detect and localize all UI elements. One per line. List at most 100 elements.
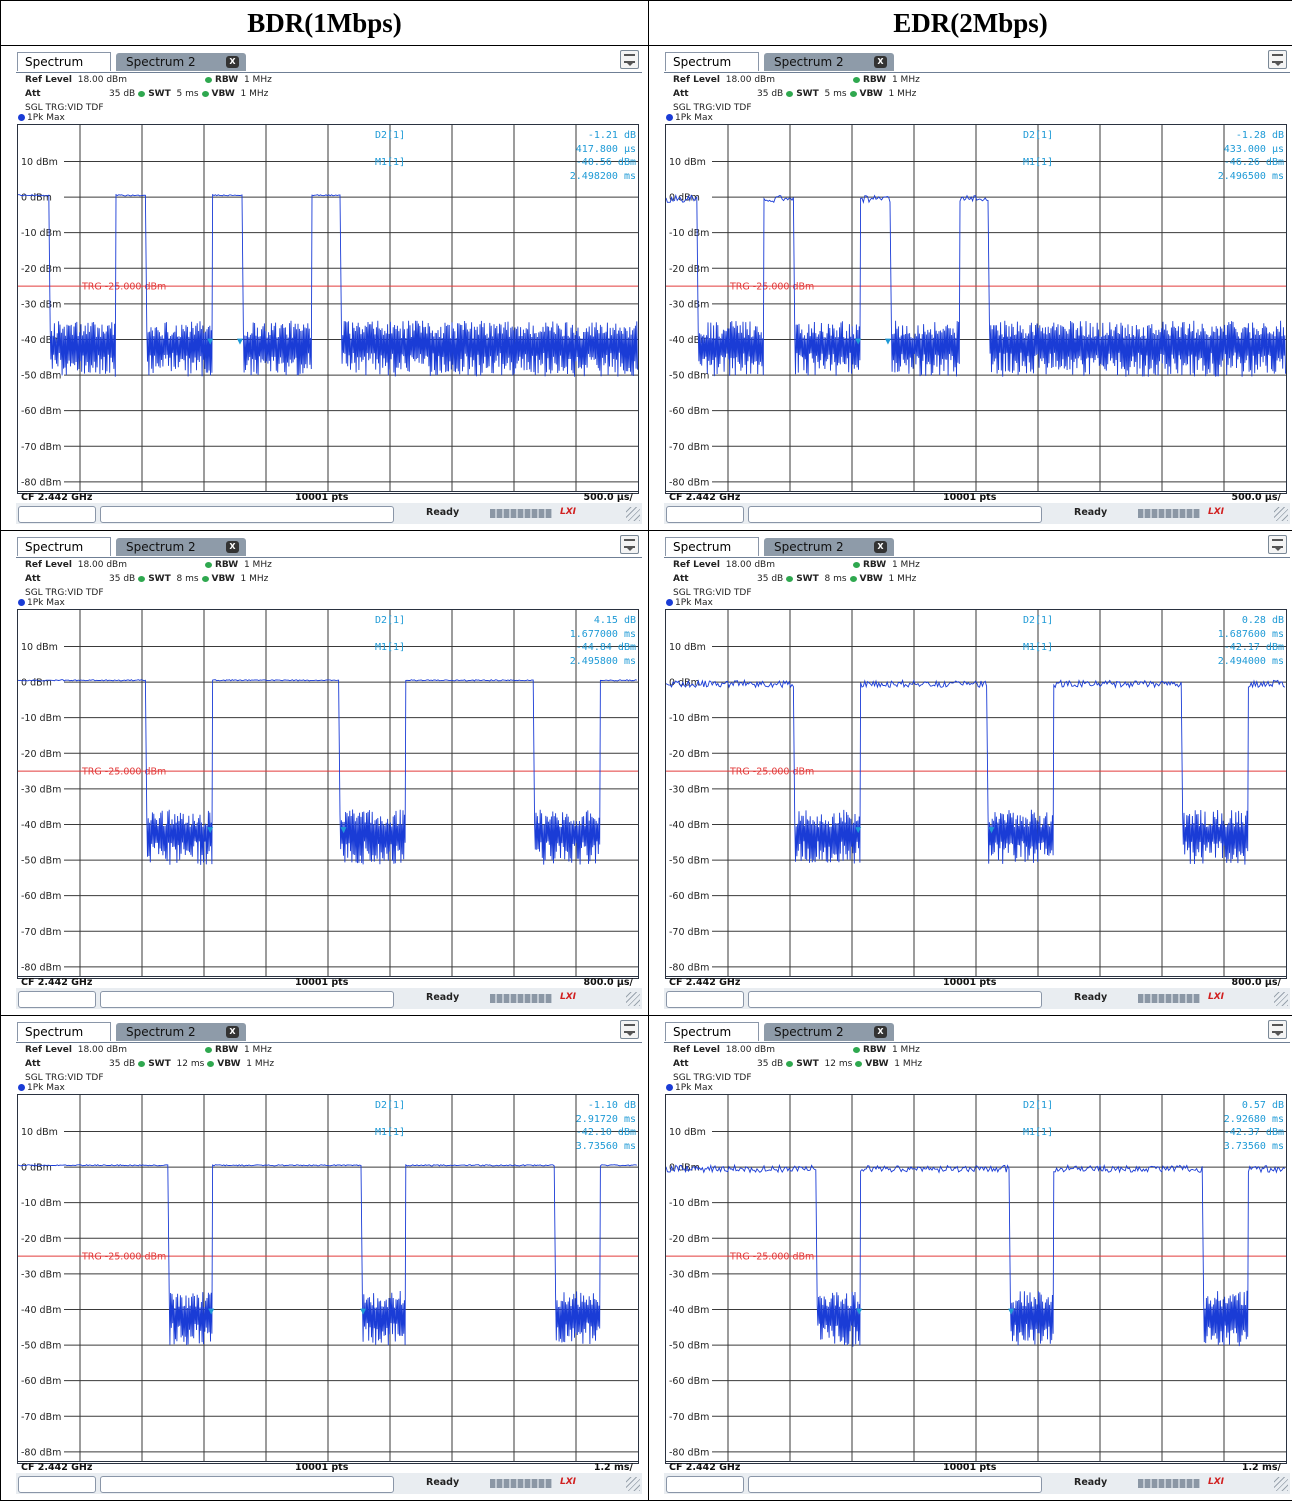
att-label: Att bbox=[673, 1059, 689, 1069]
ready-status: Ready bbox=[1074, 1477, 1107, 1488]
tab-spectrum[interactable]: Spectrum bbox=[665, 52, 759, 71]
menu-icon[interactable] bbox=[1268, 1020, 1287, 1039]
status-bar: Ready LXI bbox=[16, 503, 642, 524]
y-tick-label: -20 dBm bbox=[21, 264, 61, 275]
swt-label: SWT bbox=[148, 574, 171, 584]
resize-grip-icon[interactable] bbox=[1274, 992, 1288, 1006]
marker-m1-level: -42.37 dBm bbox=[1224, 1127, 1284, 1138]
att-label: Att bbox=[25, 574, 41, 584]
menu-icon[interactable] bbox=[620, 535, 639, 554]
y-tick-label: -70 dBm bbox=[669, 1412, 709, 1423]
sweep-points: 10001 pts bbox=[943, 492, 996, 503]
y-tick-label: -20 dBm bbox=[669, 264, 709, 275]
tab-spectrum[interactable]: Spectrum bbox=[665, 537, 759, 556]
close-icon[interactable]: X bbox=[226, 1026, 239, 1038]
marker-m1-time: 2.494000 ms bbox=[1218, 656, 1284, 667]
att-label: Att bbox=[25, 89, 41, 99]
y-tick-label: -10 dBm bbox=[669, 1198, 709, 1209]
sweep-points: 10001 pts bbox=[943, 1462, 996, 1473]
marker-m1-time: 3.73560 ms bbox=[576, 1141, 636, 1152]
tab-spectrum-2[interactable]: Spectrum 2 X bbox=[764, 1023, 894, 1041]
y-tick-label: -30 dBm bbox=[669, 1269, 709, 1280]
ref-level-label: Ref Level bbox=[25, 1045, 72, 1055]
y-tick-label: -20 dBm bbox=[669, 749, 709, 760]
close-icon[interactable]: X bbox=[874, 56, 887, 68]
column-header-edr: EDR(2Mbps) bbox=[649, 1, 1292, 46]
status-dot-icon bbox=[207, 1061, 214, 1067]
tab-spectrum-label: Spectrum bbox=[673, 55, 731, 69]
y-tick-label: -40 dBm bbox=[669, 1305, 709, 1316]
menu-icon[interactable] bbox=[1268, 50, 1287, 69]
resize-grip-icon[interactable] bbox=[1274, 1477, 1288, 1491]
status-field-2 bbox=[748, 1476, 1042, 1493]
status-dot-icon bbox=[205, 1047, 212, 1053]
swt-label: SWT bbox=[796, 574, 819, 584]
y-tick-label: -40 dBm bbox=[669, 820, 709, 831]
resize-grip-icon[interactable] bbox=[626, 1477, 640, 1491]
tab-spectrum-2-label: Spectrum 2 bbox=[126, 540, 196, 554]
close-icon[interactable]: X bbox=[874, 541, 887, 553]
progress-bar bbox=[1138, 509, 1200, 518]
y-tick-label: -30 dBm bbox=[21, 784, 61, 795]
marker-d2 bbox=[885, 339, 891, 345]
marker-d2-time: 433.000 µs bbox=[1224, 144, 1284, 155]
rbw-setting: RBW 1 MHz bbox=[202, 1045, 272, 1056]
tab-spectrum-2[interactable]: Spectrum 2 X bbox=[116, 538, 246, 556]
att-setting: Att bbox=[673, 89, 689, 100]
ref-level-value: 18.00 dBm bbox=[726, 560, 775, 570]
trace-label: 1Pk Max bbox=[666, 598, 713, 609]
att-label: Att bbox=[25, 1059, 41, 1069]
status-field-1 bbox=[666, 506, 744, 523]
marker-m1-label: M1[1] bbox=[1023, 157, 1053, 168]
tab-spectrum[interactable]: Spectrum bbox=[17, 1022, 111, 1041]
status-dot-icon bbox=[205, 77, 212, 83]
menu-icon[interactable] bbox=[620, 50, 639, 69]
resize-grip-icon[interactable] bbox=[626, 992, 640, 1006]
close-icon[interactable]: X bbox=[226, 541, 239, 553]
status-field-1 bbox=[18, 991, 96, 1008]
y-tick-label: 0 dBm bbox=[21, 678, 52, 689]
trace-dot-icon bbox=[18, 599, 25, 606]
resize-grip-icon[interactable] bbox=[1274, 507, 1288, 521]
marker-d2-delta: 0.57 dB bbox=[1242, 1100, 1284, 1111]
y-tick-label: -30 dBm bbox=[669, 784, 709, 795]
close-icon[interactable]: X bbox=[226, 56, 239, 68]
close-icon[interactable]: X bbox=[874, 1026, 887, 1038]
tab-spectrum[interactable]: Spectrum bbox=[17, 537, 111, 556]
lxi-icon: LXI bbox=[1208, 992, 1228, 1004]
y-tick-label: -60 dBm bbox=[669, 891, 709, 902]
tab-spectrum[interactable]: Spectrum bbox=[665, 1022, 759, 1041]
menu-icon[interactable] bbox=[620, 1020, 639, 1039]
y-tick-label: 10 dBm bbox=[21, 1127, 58, 1138]
status-field-2 bbox=[748, 991, 1042, 1008]
resize-grip-icon[interactable] bbox=[626, 507, 640, 521]
status-dot-icon bbox=[205, 562, 212, 568]
marker-m1-label: M1[1] bbox=[375, 642, 405, 653]
menu-icon[interactable] bbox=[1268, 535, 1287, 554]
y-tick-label: -20 dBm bbox=[669, 1234, 709, 1245]
tab-spectrum[interactable]: Spectrum bbox=[17, 52, 111, 71]
y-tick-label: -80 dBm bbox=[21, 962, 61, 973]
ready-status: Ready bbox=[426, 507, 459, 518]
tab-spectrum-2-label: Spectrum 2 bbox=[774, 1025, 844, 1039]
swt-label: SWT bbox=[796, 1059, 819, 1069]
att-label: Att bbox=[673, 574, 689, 584]
vbw-label: VBW bbox=[212, 89, 235, 99]
y-tick-label: -60 dBm bbox=[21, 1376, 61, 1387]
